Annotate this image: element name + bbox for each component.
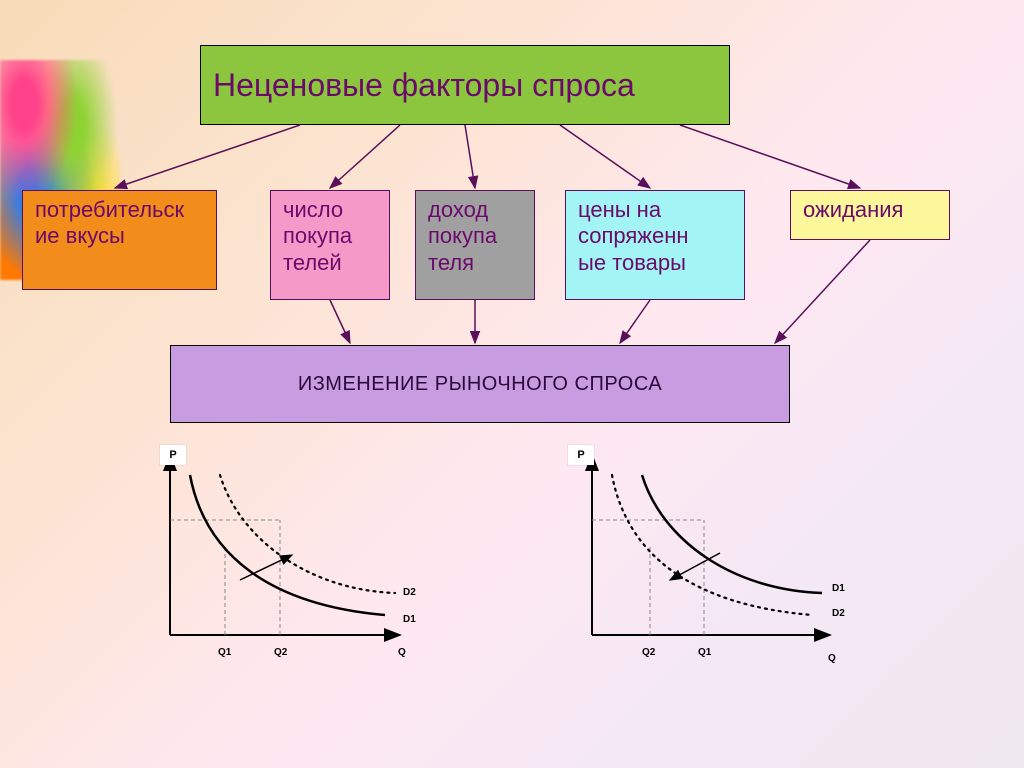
demand-chart-shift-right: P D1 D2 Q1 Q2 Q: [120, 445, 430, 675]
center-text: ИЗМЕНЕНИЕ РЫНОЧНОГО СПРОСА: [298, 373, 662, 396]
axis-tick-q2: Q2: [642, 647, 655, 658]
factor-label: потребительск ие вкусы: [35, 197, 184, 250]
title-box: Неценовые факторы спроса: [200, 45, 730, 125]
axis-label-q: Q: [828, 653, 836, 664]
demand-chart-shift-left: P D1 D2 Q1 Q2 Q: [542, 445, 862, 675]
factor-box-expect: ожидания: [790, 190, 950, 240]
axis-tick-q2: Q2: [274, 647, 287, 658]
curve-label-d1: D1: [403, 614, 416, 625]
factor-box-related: цены на сопряженн ые товары: [565, 190, 745, 300]
factor-label: число покупа телей: [283, 197, 352, 276]
title-text: Неценовые факторы спроса: [213, 67, 635, 104]
axis-tick-q1: Q1: [218, 647, 231, 658]
factor-box-buyers: число покупа телей: [270, 190, 390, 300]
factor-box-tastes: потребительск ие вкусы: [22, 190, 217, 290]
factor-box-income: доход покупа теля: [415, 190, 535, 300]
curve-label-d1: D1: [832, 583, 845, 594]
curve-label-d2: D2: [832, 608, 845, 619]
curve-label-d2: D2: [403, 587, 416, 598]
center-box: ИЗМЕНЕНИЕ РЫНОЧНОГО СПРОСА: [170, 345, 790, 423]
axis-label-p: P: [568, 445, 594, 465]
factor-label: ожидания: [803, 197, 903, 223]
axis-label-q: Q: [398, 647, 406, 658]
axis-tick-q1: Q1: [698, 647, 711, 658]
factor-label: доход покупа теля: [428, 197, 497, 276]
factor-label: цены на сопряженн ые товары: [578, 197, 689, 276]
axis-label-p: P: [160, 445, 186, 465]
